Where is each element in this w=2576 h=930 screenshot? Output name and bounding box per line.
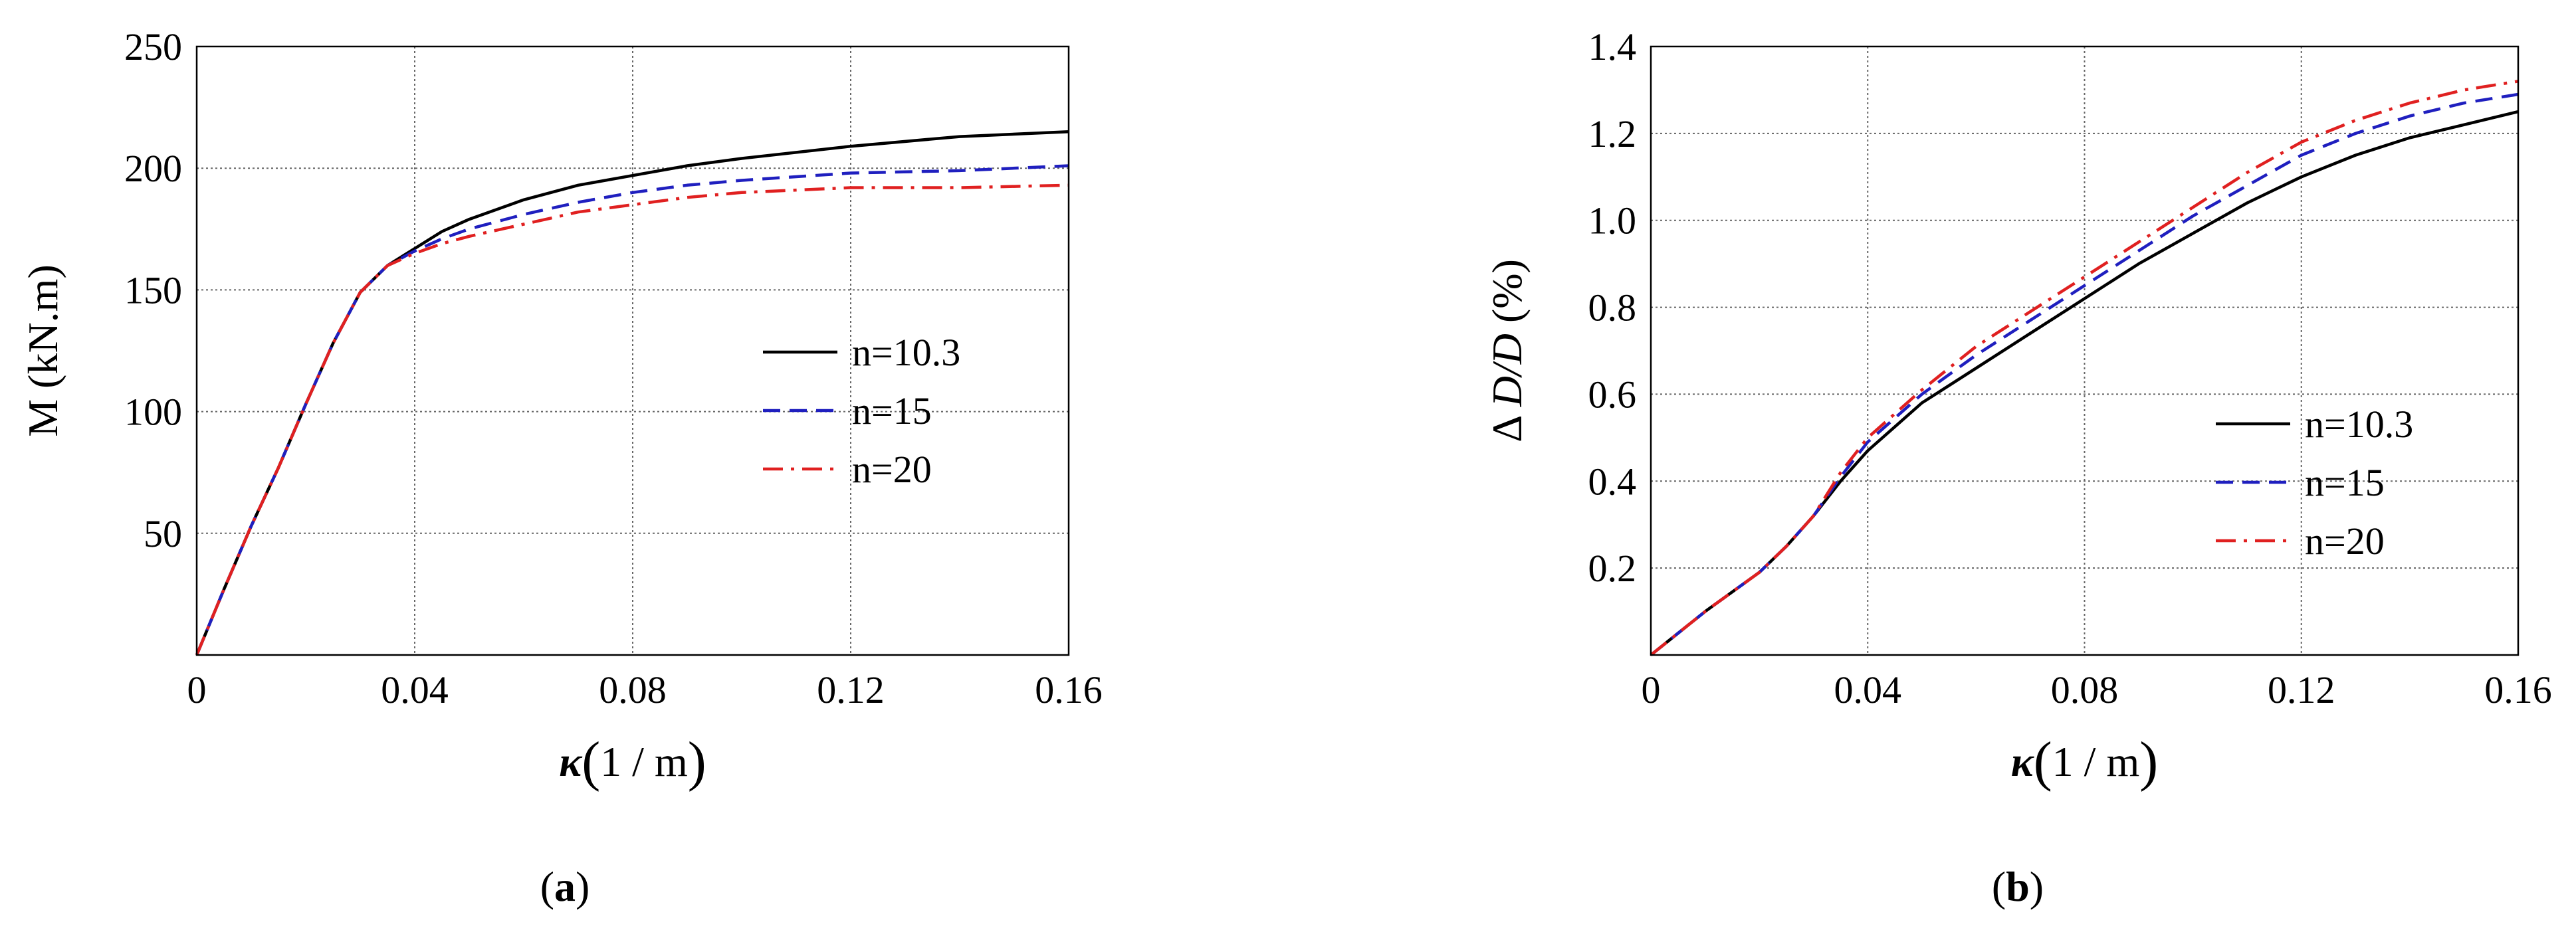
x-axis-paren-close: ) (688, 731, 706, 792)
y-tick-label: 150 (124, 268, 182, 312)
y-axis-title: Δ D/D (%) (1483, 259, 1531, 442)
x-tick-label: 0.04 (381, 668, 449, 711)
panel-label-letter: b (2006, 863, 2030, 910)
legend-label-3: n=20 (852, 448, 932, 491)
y-axis-quantity: D/D (1483, 333, 1531, 407)
x-tick-label: 0.16 (1035, 668, 1103, 711)
x-axis-paren-close: ) (2139, 731, 2158, 792)
x-tick-label: 0.12 (2268, 668, 2335, 711)
legend-label-1: n=10.3 (852, 331, 960, 374)
y-axis-title: M (kN.m) (19, 264, 66, 437)
x-tick-label: 0.12 (817, 668, 885, 711)
panel-label-close: ) (2030, 863, 2044, 910)
plot-area-frame (1650, 45, 2520, 656)
x-axis-symbol: κ (559, 738, 583, 785)
panel-label: (b) (1992, 863, 2044, 910)
x-tick-label: 0.16 (2484, 668, 2552, 711)
y-tick-label: 0.6 (1588, 373, 1637, 416)
legend-label-2: n=15 (2305, 461, 2385, 504)
x-axis-title: κ(1 / m) (559, 731, 706, 792)
x-axis-unit: 1 / m (600, 738, 688, 785)
y-tick-label: 1.2 (1588, 112, 1637, 155)
x-axis-symbol: κ (2011, 738, 2035, 785)
series-line-2 (195, 164, 1069, 656)
y-tick-label: 200 (124, 147, 182, 190)
y-tick-label: 0.2 (1588, 547, 1637, 590)
x-tick-label: 0.08 (2051, 668, 2119, 711)
y-axis-prefix: Δ (1483, 407, 1531, 442)
legend: n=10.3 n=15 n=20 (763, 331, 960, 491)
panel-label-close: ) (576, 863, 590, 910)
x-tick-label: 0 (187, 668, 207, 711)
x-tick-label: 0.04 (1834, 668, 1902, 711)
legend-label-3: n=20 (2305, 519, 2385, 563)
y-tick-label: 1.4 (1588, 25, 1637, 68)
panel-label-open: ( (540, 863, 554, 910)
series-line-3 (195, 183, 1069, 656)
legend-label-2: n=15 (852, 389, 932, 432)
y-tick-label: 1.0 (1588, 199, 1637, 242)
x-tick-label: 0 (1642, 668, 1661, 711)
y-tick-label: 100 (124, 391, 182, 434)
y-tick-label: 0.4 (1588, 460, 1637, 503)
panel-label: (a) (540, 863, 590, 910)
y-tick-label: 50 (144, 512, 182, 555)
legend-label-1: n=10.3 (2305, 403, 2413, 446)
y-tick-label: 0.8 (1588, 286, 1637, 329)
plot-area-frame (195, 45, 1070, 656)
y-tick-label: 250 (124, 25, 182, 68)
series-line-3 (1650, 80, 2519, 656)
legend: n=10.3 n=15 n=20 (2216, 403, 2413, 563)
panel-b-chart: 0 0.04 0.08 0.12 0.160.20.40.60.81.01.21.4κ(… (1483, 25, 2552, 910)
panel-label-open: ( (1992, 863, 2006, 910)
x-axis-title: κ(1 / m) (2011, 731, 2158, 792)
x-axis-paren-open: ( (2034, 731, 2052, 792)
y-axis-unit: (%) (1483, 259, 1531, 333)
x-axis-paren-open: ( (582, 731, 600, 792)
panel-label-letter: a (554, 863, 576, 910)
x-axis-unit: 1 / m (2052, 738, 2140, 785)
x-tick-label: 0.08 (599, 668, 667, 711)
